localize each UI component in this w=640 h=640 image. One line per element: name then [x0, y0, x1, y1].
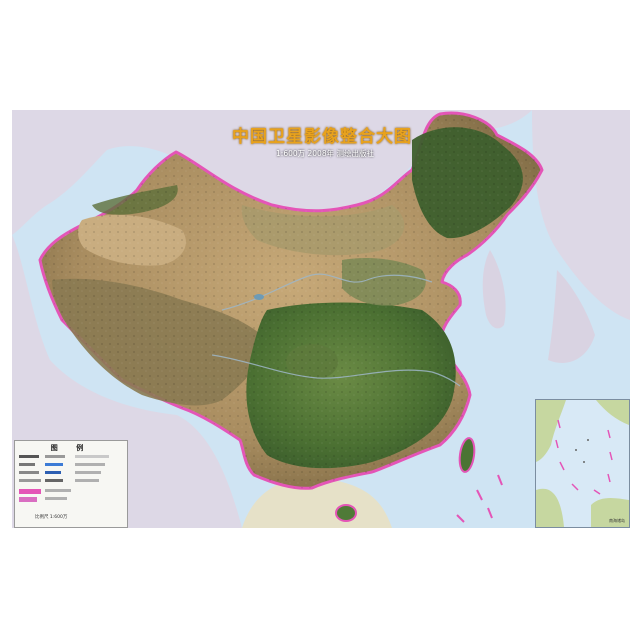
qinghai-lake — [254, 294, 264, 300]
legend-symbol — [19, 463, 35, 466]
korea-peninsula — [482, 250, 506, 329]
legend-symbol — [75, 463, 105, 466]
yangtze-river — [211, 354, 461, 387]
legend-symbol — [75, 471, 101, 474]
legend-rows — [19, 455, 123, 507]
legend-symbol — [45, 471, 61, 474]
japan-islands — [548, 270, 595, 363]
legend-symbol — [75, 479, 99, 482]
inset-label: 南海诸岛 — [609, 518, 625, 523]
legend-symbol — [19, 471, 39, 474]
legend-symbol — [19, 479, 41, 482]
legend-boundary-symbol — [19, 489, 41, 494]
legend-symbol — [45, 497, 67, 500]
satellite-map[interactable]: 中国卫星影像整合大图 1:600万 2008年 测绘出版社 图 例 比例尺 1:… — [12, 110, 630, 528]
inset-canvas — [536, 400, 629, 527]
legend-boundary-symbol — [19, 497, 37, 502]
northeast-land — [532, 110, 630, 320]
yellow-river — [221, 273, 433, 311]
map-title: 中国卫星影像整合大图 — [232, 127, 412, 147]
legend-symbol — [75, 455, 109, 458]
legend-box: 图 例 比例尺 1:600万 — [14, 440, 128, 528]
taiwan-island — [458, 437, 476, 473]
map-subtitle: 1:600万 2008年 测绘出版社 — [276, 149, 374, 158]
northern-land — [12, 110, 532, 235]
map-canvas — [12, 110, 630, 528]
legend-symbol — [45, 489, 71, 492]
legend-symbol — [45, 479, 63, 482]
hainan-island — [335, 504, 357, 522]
legend-symbol — [45, 463, 63, 466]
legend-title: 图 例 — [50, 444, 92, 452]
legend-scale: 比例尺 1:600万 — [35, 515, 68, 520]
south-china-sea-inset: 南海诸岛 — [535, 399, 630, 528]
legend-symbol — [45, 455, 65, 458]
legend-symbol — [19, 455, 39, 458]
